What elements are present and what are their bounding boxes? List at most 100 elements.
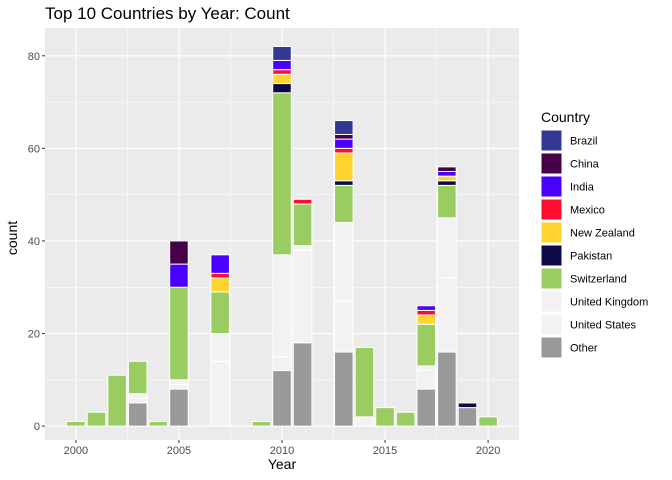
legend-label-united-states: United States <box>570 320 637 332</box>
y-tick-label: 60 <box>28 143 40 155</box>
bar-segment-india-2010 <box>272 59 292 71</box>
bar-segment-united-kingdom-2003 <box>127 393 148 399</box>
legend-key-united-states <box>540 313 563 336</box>
x-axis: 2000 2005 2010 2015 2020 <box>64 440 500 457</box>
legend-label-mexico: Mexico <box>570 205 605 217</box>
bar-segment-united-states-2005 <box>169 383 189 390</box>
bar-segment-other-2017 <box>416 388 437 427</box>
bar-segment-switzerland-2018 <box>437 184 457 219</box>
bar-segment-switzerland-2015 <box>375 407 395 427</box>
bar-segment-new-zealand-2010 <box>272 73 292 85</box>
bar-segment-mexico-2017 <box>416 309 437 316</box>
bar-segment-other-2013 <box>334 351 354 427</box>
bar-segment-united-kingdom-2018 <box>437 217 457 279</box>
y-tick-label: 40 <box>28 236 40 248</box>
bar-segment-china-2013 <box>334 133 354 140</box>
bar-segment-united-states-2017 <box>416 370 437 390</box>
legend-key-mexico <box>540 198 563 221</box>
bar-segment-mexico-2011 <box>292 198 313 205</box>
bar-segment-united-states-2018 <box>437 277 457 353</box>
bar-segment-mexico-2013 <box>334 147 354 154</box>
bar-segment-india-2007 <box>210 254 230 274</box>
legend-key-united-kingdom <box>540 290 563 313</box>
bar-segment-india-2005 <box>169 263 189 288</box>
bar-segment-united-states-2007 <box>210 360 230 427</box>
bar-segment-switzerland-2005 <box>169 286 189 381</box>
bar-segment-china-2005 <box>169 240 189 265</box>
bar-segment-mexico-2007 <box>210 272 230 279</box>
bar-segment-switzerland-2004 <box>148 420 169 427</box>
legend-label-switzerland: Switzerland <box>570 274 627 286</box>
legend-key-india <box>540 175 563 198</box>
bar-segment-india-2017 <box>416 305 437 311</box>
legend-key-brazil <box>540 129 563 152</box>
bar-segment-new-zealand-2018 <box>437 175 457 182</box>
bars <box>66 46 498 427</box>
bar-segment-pakistan-2010 <box>272 83 292 94</box>
legend: Country Brazil China India Mexico New Zealan… <box>540 109 648 359</box>
bar-segment-pakistan-2018 <box>437 180 457 186</box>
bar-segment-brazil-2013 <box>334 120 354 135</box>
bar-segment-switzerland-2013 <box>334 184 354 223</box>
bar-segment-other-2003 <box>127 402 148 427</box>
legend-label-china: China <box>570 159 600 171</box>
chart-title: Top 10 Countries by Year: Count <box>45 4 290 23</box>
bar-segment-brazil-2010 <box>272 46 292 61</box>
bar-segment-switzerland-2007 <box>210 291 230 335</box>
bar-segment-new-zealand-2013 <box>334 152 354 182</box>
x-axis-title: Year <box>268 456 297 472</box>
legend-key-switzerland <box>540 267 563 290</box>
bar-segment-switzerland-2020 <box>478 416 498 427</box>
bar-segment-switzerland-2001 <box>86 411 107 427</box>
legend-key-china <box>540 152 563 175</box>
legend-key-new-zealand <box>540 221 563 244</box>
y-axis-title: count <box>4 221 20 255</box>
bar-segment-switzerland-2002 <box>107 374 127 427</box>
bar-segment-united-kingdom-2010 <box>272 254 292 358</box>
bar-segment-united-states-2003 <box>127 397 148 404</box>
bar-segment-switzerland-2016 <box>395 411 416 427</box>
bar-segment-india-2013 <box>334 138 354 149</box>
bar-segment-united-kingdom-2007 <box>210 333 230 362</box>
bar-segment-pakistan-2019 <box>457 402 478 409</box>
bar-segment-other-2005 <box>169 388 189 427</box>
x-tick-label: 2005 <box>167 445 191 457</box>
x-tick-label: 2015 <box>373 445 397 457</box>
y-axis: 0 20 40 60 80 <box>28 51 45 433</box>
y-tick-label: 80 <box>28 51 40 63</box>
legend-key-other <box>540 336 563 359</box>
x-tick-label: 2000 <box>64 445 88 457</box>
legend-key-pakistan <box>540 244 563 267</box>
bar-segment-united-states-2014 <box>354 416 375 427</box>
bar-segment-united-states-2011 <box>292 249 313 344</box>
bar-segment-other-2011 <box>292 342 313 427</box>
y-tick-label: 20 <box>28 329 40 341</box>
bar-segment-switzerland-2010 <box>272 92 292 256</box>
bar-segment-other-2018 <box>437 351 457 427</box>
bar-segment-switzerland-2009 <box>251 420 272 427</box>
bar-segment-united-kingdom-2005 <box>169 379 189 385</box>
bar-segment-switzerland-2003 <box>127 360 148 395</box>
legend-label-india: India <box>570 182 595 194</box>
bar-segment-united-states-2013 <box>334 300 354 353</box>
bar-segment-united-kingdom-2011 <box>292 245 313 251</box>
bar-segment-united-kingdom-2013 <box>334 221 354 302</box>
legend-label-other: Other <box>570 343 598 355</box>
bar-segment-india-2018 <box>437 171 457 177</box>
bar-segment-united-kingdom-2017 <box>416 365 437 372</box>
legend-label-united-kingdom: United Kingdom <box>570 297 648 309</box>
legend-label-pakistan: Pakistan <box>570 251 612 263</box>
bar-segment-switzerland-2011 <box>292 203 313 247</box>
bar-segment-pakistan-2013 <box>334 180 354 186</box>
x-tick-label: 2020 <box>476 445 500 457</box>
y-tick-label: 0 <box>34 421 40 433</box>
legend-label-brazil: Brazil <box>570 136 598 148</box>
bar-segment-switzerland-2000 <box>66 420 86 427</box>
bar-segment-new-zealand-2017 <box>416 314 437 325</box>
bar-segment-mexico-2010 <box>272 69 292 75</box>
legend-title: Country <box>541 109 590 125</box>
bar-segment-other-2010 <box>272 370 292 427</box>
bar-segment-other-2019 <box>457 407 478 427</box>
bar-segment-new-zealand-2007 <box>210 277 230 293</box>
